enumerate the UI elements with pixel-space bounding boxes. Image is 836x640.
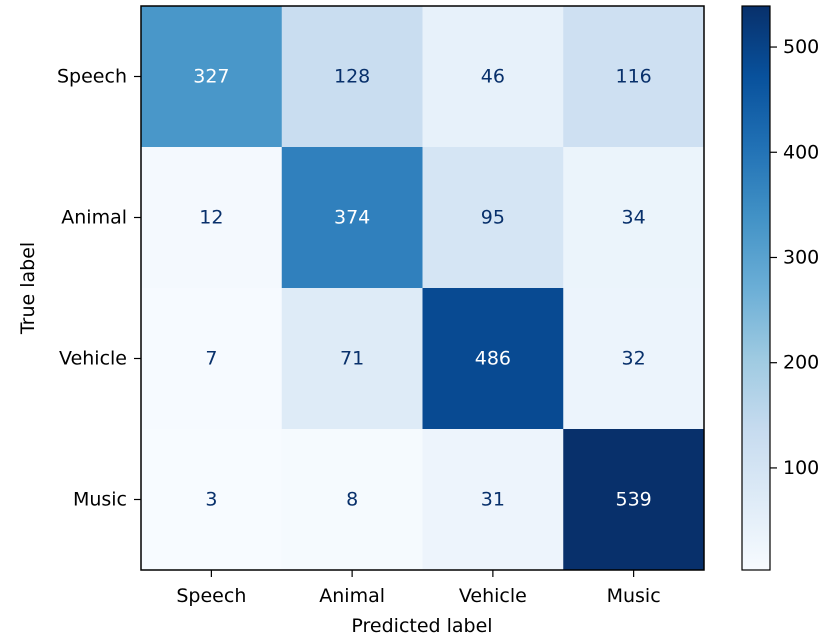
- colorbar-tick-label: 500: [783, 36, 819, 58]
- colorbar-tick-label: 200: [783, 352, 819, 374]
- heatmap-cell: [563, 429, 705, 571]
- cell-value-label: 8: [346, 489, 358, 511]
- heatmap-cells: [141, 6, 705, 571]
- heatmap-cell: [281, 147, 423, 289]
- colorbar: [741, 5, 771, 571]
- x-tick-label: Animal: [319, 585, 385, 607]
- cell-value-label: 539: [615, 489, 651, 511]
- cell-value-label: 128: [334, 66, 370, 88]
- x-axis-title: Predicted label: [351, 615, 492, 637]
- cell-value-label: 374: [334, 207, 370, 229]
- colorbar-tick-label: 300: [783, 246, 819, 268]
- y-tick-label: Animal: [61, 207, 127, 229]
- cell-value-label: 486: [475, 348, 511, 370]
- heatmap-cell: [563, 6, 705, 148]
- cell-value-label: 3: [205, 489, 217, 511]
- cell-value-label: 95: [481, 207, 505, 229]
- cell-value-label: 116: [615, 66, 651, 88]
- heatmap-cell: [141, 6, 283, 148]
- y-tick-label: Speech: [57, 66, 127, 88]
- x-tick-label: Speech: [176, 585, 246, 607]
- heatmap-cell: [141, 288, 283, 430]
- heatmap-cell: [281, 429, 423, 571]
- heatmap-cell: [141, 429, 283, 571]
- y-tick-label: Vehicle: [59, 348, 127, 370]
- heatmap-cell: [281, 288, 423, 430]
- cell-value-label: 327: [193, 66, 229, 88]
- y-tick-label: Music: [73, 489, 127, 511]
- heatmap-cell: [141, 147, 283, 289]
- x-tick-label: Music: [607, 585, 661, 607]
- cell-value-label: 7: [205, 348, 217, 370]
- y-axis-title: True label: [17, 242, 39, 335]
- heatmap-cell: [422, 147, 564, 289]
- colorbar-tick-label: 400: [783, 141, 819, 163]
- heatmap-cell: [563, 147, 705, 289]
- heatmap-cell: [422, 429, 564, 571]
- cell-value-label: 34: [622, 207, 646, 229]
- heatmap-cell: [563, 288, 705, 430]
- heatmap-cell: [281, 6, 423, 148]
- colorbar-ticks: 100 200 300 400 500: [770, 36, 819, 479]
- x-tick-label: Vehicle: [459, 585, 527, 607]
- cell-value-label: 31: [481, 489, 505, 511]
- heatmap-cell: [422, 288, 564, 430]
- heatmap-cell-values: 327 128 46 116 12 374 95 34 7 71 486 32 3 8 31 539: [193, 66, 652, 511]
- colorbar-tick-label: 100: [783, 457, 819, 479]
- cell-value-label: 46: [481, 66, 505, 88]
- cell-value-label: 71: [340, 348, 364, 370]
- cell-value-label: 12: [199, 207, 223, 229]
- heatmap-cell: [422, 6, 564, 148]
- x-axis-ticks: Speech Animal Vehicle Music: [176, 570, 661, 607]
- y-axis-ticks: Speech Animal Vehicle Music: [57, 66, 141, 511]
- plot-frame: [140, 5, 705, 571]
- cell-value-label: 32: [622, 348, 646, 370]
